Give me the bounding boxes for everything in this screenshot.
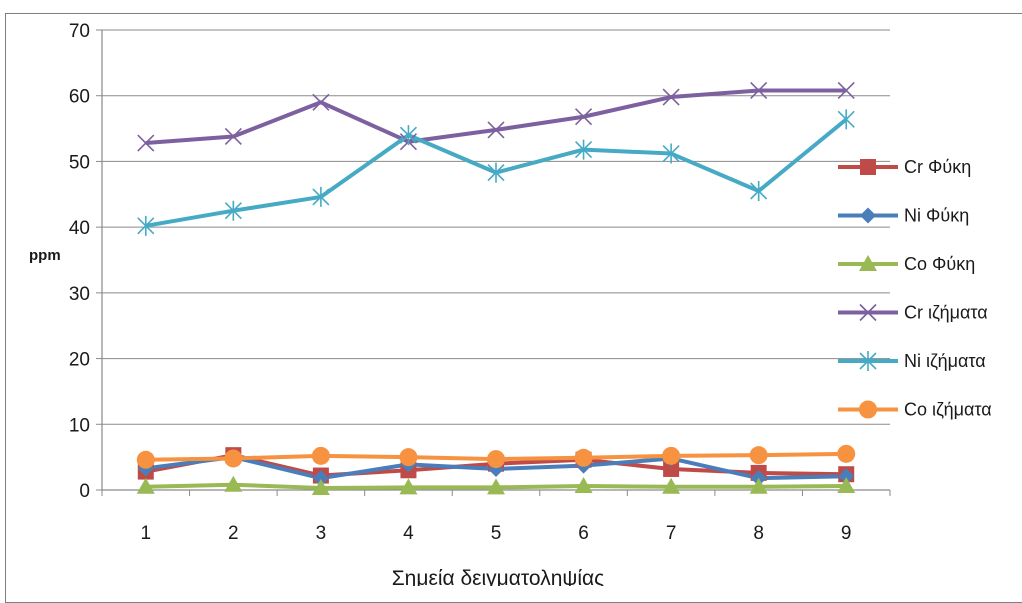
x-tick-label: 7 bbox=[666, 523, 677, 544]
data-point bbox=[662, 446, 681, 465]
data-point bbox=[312, 186, 330, 207]
data-point bbox=[838, 468, 855, 485]
legend-label: Ni Φύκη bbox=[904, 206, 969, 226]
data-point bbox=[662, 143, 680, 164]
data-point bbox=[311, 479, 330, 496]
data-point bbox=[574, 477, 593, 494]
grid-lines bbox=[102, 29, 890, 425]
y-tick-label: 30 bbox=[69, 284, 90, 305]
legend-marker bbox=[859, 400, 877, 419]
series-markers bbox=[136, 81, 856, 496]
y-tick-label: 20 bbox=[69, 350, 90, 371]
data-point bbox=[487, 121, 505, 139]
data-point bbox=[574, 448, 593, 467]
legend-marker bbox=[859, 351, 877, 371]
data-point bbox=[750, 181, 768, 201]
data-point bbox=[574, 139, 593, 160]
legend-marker bbox=[860, 207, 876, 224]
x-tick-label: 5 bbox=[491, 523, 502, 544]
data-point bbox=[574, 108, 593, 126]
data-point bbox=[487, 478, 505, 495]
axes bbox=[96, 29, 891, 496]
data-point bbox=[136, 477, 155, 494]
legend-marker bbox=[859, 303, 877, 322]
legend-marker bbox=[859, 255, 877, 271]
data-point bbox=[837, 444, 856, 463]
data-point bbox=[224, 475, 243, 492]
data-point bbox=[749, 477, 768, 494]
legend-label: Cr Φύκη bbox=[904, 157, 971, 177]
series-line bbox=[145, 88, 847, 146]
legend-label: Cr ιζήματα bbox=[904, 303, 988, 323]
data-point bbox=[311, 446, 330, 465]
line-chart: 0 10 20 30 40 50 60 70 1 2 3 4 5 6 7 8 9 Cr Φύκη Ni Φύκη… bbox=[29, 21, 992, 586]
x-axis-label: Σημεία δειγματοληψίας bbox=[392, 567, 605, 586]
legend-label: Co ιζήματα bbox=[904, 400, 992, 420]
y-tick-label: 70 bbox=[69, 21, 90, 42]
legend-label: Co Φύκη bbox=[904, 254, 975, 274]
data-point bbox=[137, 215, 155, 236]
data-point bbox=[749, 446, 768, 465]
legend-label: Ni ιζήματα bbox=[904, 351, 986, 371]
data-point bbox=[224, 200, 242, 221]
data-point bbox=[224, 449, 243, 468]
data-point bbox=[487, 162, 505, 183]
x-tick-label: 2 bbox=[228, 523, 239, 544]
x-tick-label: 1 bbox=[140, 523, 151, 544]
data-point bbox=[663, 460, 680, 477]
data-point bbox=[312, 470, 329, 487]
data-point bbox=[399, 125, 418, 146]
data-point bbox=[750, 81, 768, 100]
legend-marker bbox=[860, 159, 876, 175]
y-tick-label: 40 bbox=[69, 218, 90, 239]
x-tick-label: 8 bbox=[753, 523, 764, 544]
data-point bbox=[224, 127, 242, 146]
y-tick-label: 50 bbox=[69, 152, 90, 173]
data-point bbox=[399, 478, 418, 495]
x-tick-labels: 1 2 3 4 5 6 7 8 9 bbox=[140, 523, 851, 544]
x-tick-label: 9 bbox=[841, 523, 852, 544]
data-point bbox=[136, 450, 155, 469]
series-lines bbox=[145, 88, 848, 491]
y-tick-label: 0 bbox=[79, 481, 90, 502]
y-tick-label: 60 bbox=[69, 87, 90, 108]
data-point bbox=[312, 93, 330, 111]
data-point bbox=[837, 109, 855, 130]
data-point bbox=[662, 88, 680, 106]
y-tick-label: 10 bbox=[69, 415, 90, 436]
x-tick-label: 3 bbox=[316, 523, 327, 544]
data-point bbox=[399, 448, 418, 467]
x-tick-label: 4 bbox=[403, 523, 414, 544]
y-tick-labels: 0 10 20 30 40 50 60 70 bbox=[69, 21, 90, 502]
legend: Cr Φύκη Ni Φύκη Co Φύκη Cr ιζήματα Ni ιζήματ… bbox=[838, 157, 992, 420]
data-point bbox=[487, 450, 505, 469]
data-point bbox=[137, 134, 155, 152]
data-point bbox=[837, 81, 855, 100]
data-point bbox=[662, 477, 681, 494]
x-tick-label: 6 bbox=[578, 523, 589, 544]
y-axis-label: ppm bbox=[29, 247, 61, 264]
data-point bbox=[837, 477, 856, 494]
